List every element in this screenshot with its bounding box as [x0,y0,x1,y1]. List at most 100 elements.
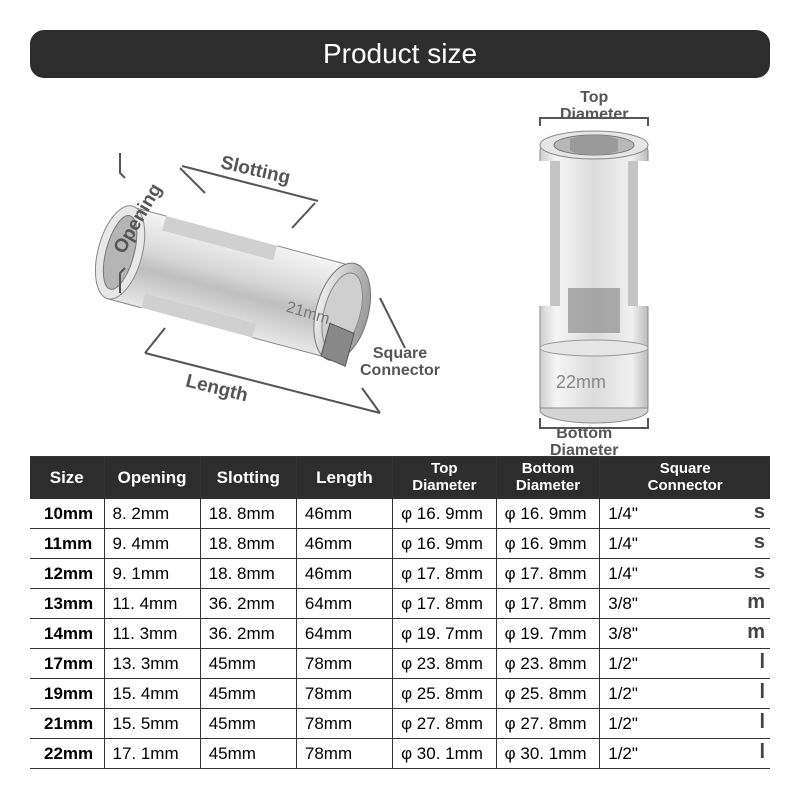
table-body: 10mm8. 2mm18. 8mm46mmφ 16. 9mmφ 16. 9mm1… [30,499,770,769]
table-cell: 11. 3mm [104,619,200,649]
table-cell: 12mm [30,559,104,589]
table-cell: 36. 2mm [200,589,296,619]
table-cell: 78mm [296,739,392,769]
size-badge: m [747,591,765,614]
col-header: Size [30,457,104,499]
left-diagram: 21mm Opening Slotting Length Square Conn… [70,98,450,448]
table-cell: 18. 8mm [200,499,296,529]
table-cell: 45mm [200,709,296,739]
col-header: Slotting [200,457,296,499]
page-container: Product size [30,0,770,769]
socket-left-svg: 21mm [70,98,450,448]
table-cell: 78mm [296,649,392,679]
table-row: 21mm15. 5mm45mm78mmφ 27. 8mmφ 27. 8mm1/2… [30,709,770,739]
table-cell: φ 23. 8mm [496,649,600,679]
table-cell: 15. 5mm [104,709,200,739]
title-bar: Product size [30,30,770,78]
table-cell: 17mm [30,649,104,679]
table-cell: φ 16. 9mm [393,529,497,559]
size-badge: l [759,681,765,704]
table-cell: φ 25. 8mm [496,679,600,709]
table-header-row: SizeOpeningSlottingLengthTopDiameterBott… [30,457,770,499]
table-cell: 18. 8mm [200,559,296,589]
col-header: BottomDiameter [496,457,600,499]
table-cell: 78mm [296,709,392,739]
size-badge: s [754,501,765,524]
table-cell: 1/4"s [600,559,770,589]
table-cell: φ 27. 8mm [393,709,497,739]
table-row: 11mm9. 4mm18. 8mm46mmφ 16. 9mmφ 16. 9mm1… [30,529,770,559]
table-cell: φ 25. 8mm [393,679,497,709]
size-badge: m [747,621,765,644]
table-cell: 22mm [30,739,104,769]
table-cell: 11. 4mm [104,589,200,619]
table-cell: 11mm [30,529,104,559]
table-cell: 78mm [296,679,392,709]
table-cell: φ 17. 8mm [496,559,600,589]
table-cell: φ 16. 9mm [393,499,497,529]
table-cell: φ 23. 8mm [393,649,497,679]
size-marking-right: 22mm [556,372,606,392]
table-cell: 64mm [296,619,392,649]
table-cell: φ 27. 8mm [496,709,600,739]
table-cell: 3/8"m [600,589,770,619]
table-cell: 46mm [296,529,392,559]
table-cell: φ 30. 1mm [496,739,600,769]
table-cell: φ 16. 9mm [496,499,600,529]
bottom-diameter-label: Bottom Diameter [550,426,618,460]
table-cell: 45mm [200,739,296,769]
table-row: 14mm11. 3mm36. 2mm64mmφ 19. 7mmφ 19. 7mm… [30,619,770,649]
table-cell: 10mm [30,499,104,529]
size-badge: l [759,741,765,764]
col-header: TopDiameter [393,457,497,499]
table-cell: 9. 1mm [104,559,200,589]
top-diameter-label: Top Diameter [560,90,628,124]
spec-table: SizeOpeningSlottingLengthTopDiameterBott… [30,456,770,769]
table-cell: 1/4"s [600,529,770,559]
table-row: 19mm15. 4mm45mm78mmφ 25. 8mmφ 25. 8mm1/2… [30,679,770,709]
table-cell: 15. 4mm [104,679,200,709]
table-cell: 1/4"s [600,499,770,529]
table-cell: φ 19. 7mm [393,619,497,649]
table-cell: 1/2"l [600,649,770,679]
table-row: 13mm11. 4mm36. 2mm64mmφ 17. 8mmφ 17. 8mm… [30,589,770,619]
table-cell: φ 17. 8mm [393,589,497,619]
col-header: SquareConnector [600,457,770,499]
right-diagram: 22mm Top Diameter Bottom Diameter [450,98,730,448]
col-header: Length [296,457,392,499]
size-badge: s [754,531,765,554]
table-cell: 46mm [296,559,392,589]
table-cell: 14mm [30,619,104,649]
table-cell: 19mm [30,679,104,709]
table-cell: 1/2"l [600,709,770,739]
table-row: 10mm8. 2mm18. 8mm46mmφ 16. 9mmφ 16. 9mm1… [30,499,770,529]
table-cell: 8. 2mm [104,499,200,529]
diagram-area: 21mm Opening Slotting Length Square Conn… [30,98,770,448]
size-badge: l [759,651,765,674]
table-cell: 36. 2mm [200,619,296,649]
table-row: 22mm17. 1mm45mm78mmφ 30. 1mmφ 30. 1mm1/2… [30,739,770,769]
table-cell: 45mm [200,679,296,709]
table-cell: 18. 8mm [200,529,296,559]
table-cell: 1/2"l [600,739,770,769]
table-cell: φ 19. 7mm [496,619,600,649]
table-cell: 9. 4mm [104,529,200,559]
table-cell: φ 17. 8mm [393,559,497,589]
socket-right-svg: 22mm [450,98,730,448]
table-cell: 1/2"l [600,679,770,709]
table-cell: 46mm [296,499,392,529]
table-cell: 17. 1mm [104,739,200,769]
col-header: Opening [104,457,200,499]
table-cell: 13mm [30,589,104,619]
table-cell: φ 30. 1mm [393,739,497,769]
square-connector-label: Square Connector [360,346,440,380]
table-cell: 3/8"m [600,619,770,649]
table-row: 12mm9. 1mm18. 8mm46mmφ 17. 8mmφ 17. 8mm1… [30,559,770,589]
table-cell: 64mm [296,589,392,619]
size-badge: s [754,561,765,584]
size-badge: l [759,711,765,734]
table-row: 17mm13. 3mm45mm78mmφ 23. 8mmφ 23. 8mm1/2… [30,649,770,679]
table-cell: 13. 3mm [104,649,200,679]
table-cell: 21mm [30,709,104,739]
table-cell: φ 16. 9mm [496,529,600,559]
